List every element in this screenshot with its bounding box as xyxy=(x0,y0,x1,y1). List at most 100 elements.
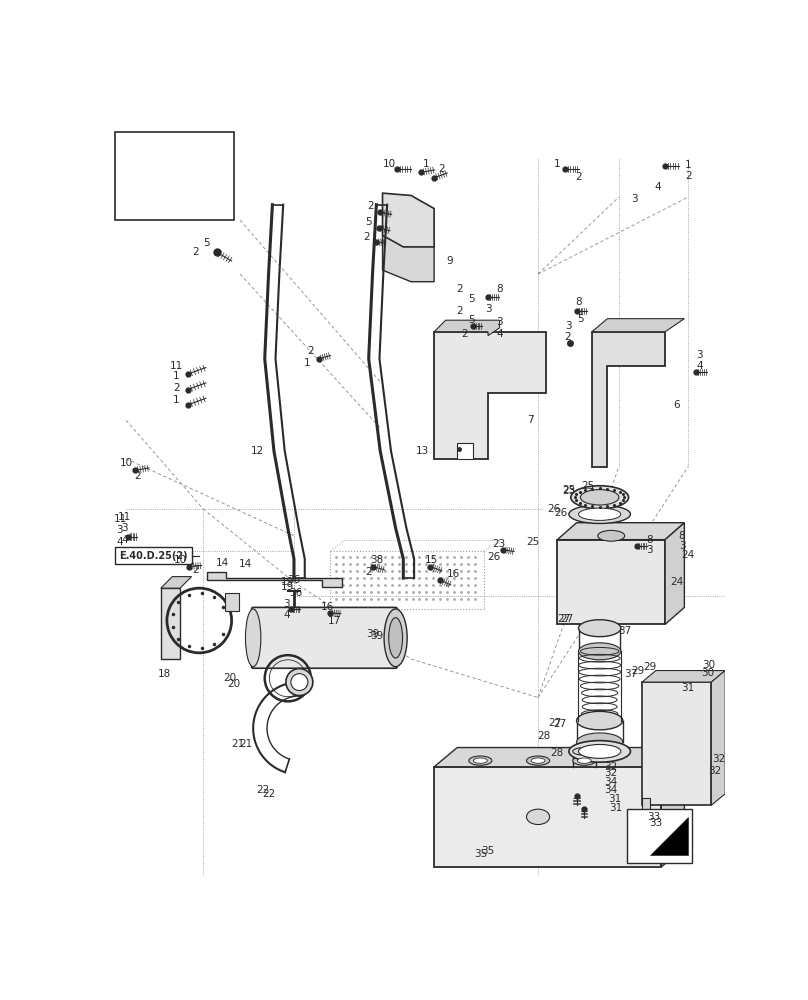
Text: 8: 8 xyxy=(575,297,583,307)
Ellipse shape xyxy=(527,756,549,765)
Text: 12: 12 xyxy=(250,446,263,456)
Ellipse shape xyxy=(569,505,630,523)
Text: 25: 25 xyxy=(582,481,595,491)
Text: 30: 30 xyxy=(701,668,714,678)
Text: 13: 13 xyxy=(416,446,429,456)
Ellipse shape xyxy=(389,618,402,658)
Text: 24: 24 xyxy=(670,577,684,587)
Polygon shape xyxy=(665,523,684,624)
Polygon shape xyxy=(592,319,684,332)
Text: 2: 2 xyxy=(457,284,463,294)
Text: 32: 32 xyxy=(713,754,726,764)
Text: 3: 3 xyxy=(566,321,572,331)
Text: 3: 3 xyxy=(696,350,703,360)
Text: 33: 33 xyxy=(650,818,663,828)
Polygon shape xyxy=(161,588,180,659)
Text: 25: 25 xyxy=(526,537,539,547)
Ellipse shape xyxy=(578,758,591,763)
Polygon shape xyxy=(592,332,665,466)
Text: 23: 23 xyxy=(492,539,506,549)
Text: 10: 10 xyxy=(174,555,187,565)
Text: 28: 28 xyxy=(551,748,564,758)
Text: 10: 10 xyxy=(383,159,396,169)
Text: 1: 1 xyxy=(173,395,179,405)
Text: 9: 9 xyxy=(446,256,452,266)
Text: 2: 2 xyxy=(192,247,199,257)
Text: 22: 22 xyxy=(257,785,270,795)
Text: 2: 2 xyxy=(367,201,373,211)
Text: 27: 27 xyxy=(557,614,570,624)
Polygon shape xyxy=(558,523,684,540)
Polygon shape xyxy=(650,817,688,855)
Text: 3: 3 xyxy=(631,194,638,204)
Text: 23: 23 xyxy=(562,486,575,496)
Text: 35: 35 xyxy=(473,849,487,859)
Ellipse shape xyxy=(473,758,487,763)
Polygon shape xyxy=(434,748,684,767)
Text: 34: 34 xyxy=(604,785,618,795)
Text: 27: 27 xyxy=(553,719,566,729)
Polygon shape xyxy=(382,193,434,247)
Text: 29: 29 xyxy=(632,666,645,676)
Text: 8: 8 xyxy=(496,284,503,294)
Ellipse shape xyxy=(569,741,630,762)
Text: 30: 30 xyxy=(702,660,716,670)
Text: 4: 4 xyxy=(116,537,124,547)
Ellipse shape xyxy=(384,609,407,667)
Text: 34: 34 xyxy=(604,777,618,787)
Bar xyxy=(300,672,309,684)
Text: 37: 37 xyxy=(624,669,637,679)
Bar xyxy=(115,547,191,564)
Text: 20: 20 xyxy=(227,679,241,689)
Text: 6: 6 xyxy=(673,400,680,410)
Text: 10: 10 xyxy=(120,458,133,468)
Ellipse shape xyxy=(598,530,625,541)
Text: 32: 32 xyxy=(604,768,618,778)
Polygon shape xyxy=(661,748,684,867)
Text: 15: 15 xyxy=(425,555,439,565)
Text: 2: 2 xyxy=(439,164,445,174)
Text: 4: 4 xyxy=(496,329,503,339)
Text: 36: 36 xyxy=(289,588,302,598)
Text: E.40.D.25(2): E.40.D.25(2) xyxy=(119,551,187,561)
Text: 26: 26 xyxy=(554,508,568,518)
Text: 22: 22 xyxy=(262,789,276,799)
Polygon shape xyxy=(434,767,661,867)
Text: 31: 31 xyxy=(682,683,695,693)
Text: 37: 37 xyxy=(618,626,632,636)
Text: 2: 2 xyxy=(365,567,372,577)
Ellipse shape xyxy=(531,758,545,763)
Polygon shape xyxy=(642,671,726,682)
Text: 4: 4 xyxy=(696,361,703,371)
Ellipse shape xyxy=(579,643,621,660)
Text: 3: 3 xyxy=(496,317,503,327)
Polygon shape xyxy=(711,671,726,805)
Text: 28: 28 xyxy=(537,731,550,741)
Ellipse shape xyxy=(527,809,549,825)
Ellipse shape xyxy=(570,486,629,509)
Text: 19: 19 xyxy=(281,577,294,587)
Text: 27: 27 xyxy=(549,718,562,728)
Ellipse shape xyxy=(579,744,621,758)
Text: 2: 2 xyxy=(134,471,141,481)
Ellipse shape xyxy=(580,490,619,505)
Ellipse shape xyxy=(573,756,595,765)
Text: 1: 1 xyxy=(423,159,430,169)
Polygon shape xyxy=(642,798,658,821)
Text: 39: 39 xyxy=(366,629,379,639)
Text: 27: 27 xyxy=(560,614,573,624)
Text: 5: 5 xyxy=(204,238,210,248)
Text: 2: 2 xyxy=(685,171,692,181)
Text: 2: 2 xyxy=(457,306,463,316)
Text: 3: 3 xyxy=(283,599,289,609)
Text: 2: 2 xyxy=(173,383,179,393)
Text: 4: 4 xyxy=(654,182,661,192)
Ellipse shape xyxy=(291,674,308,691)
Text: 17: 17 xyxy=(327,615,341,626)
Text: 38: 38 xyxy=(370,555,383,565)
Text: 26: 26 xyxy=(547,504,560,514)
Text: 20: 20 xyxy=(224,673,237,683)
Bar xyxy=(115,132,234,220)
Text: 4: 4 xyxy=(283,610,289,620)
Text: 1: 1 xyxy=(685,160,692,170)
